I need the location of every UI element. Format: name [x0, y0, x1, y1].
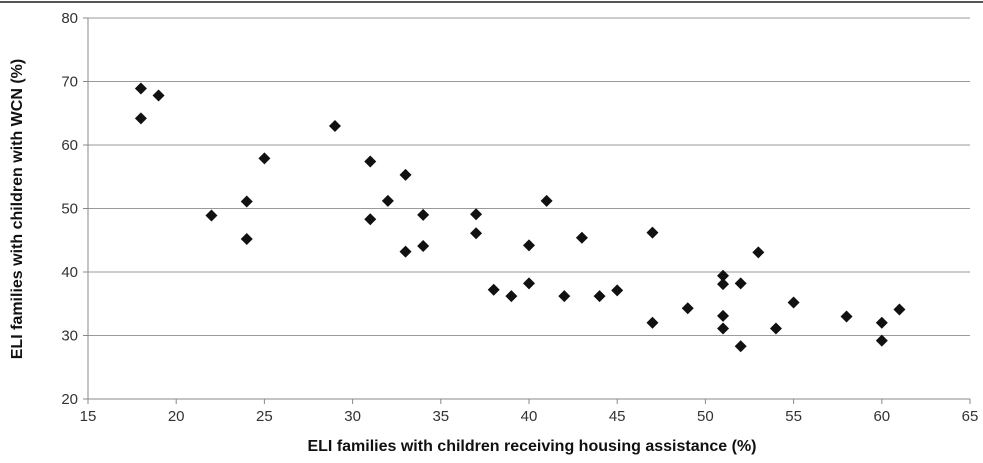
data-point [505, 290, 518, 303]
data-point [152, 89, 165, 102]
y-tick-label: 80 [61, 10, 78, 27]
data-point [769, 322, 782, 335]
data-point [734, 340, 747, 353]
data-point [593, 290, 606, 303]
x-tick-label: 55 [785, 408, 802, 425]
data-point [381, 194, 394, 207]
data-point [258, 152, 271, 165]
data-point [364, 213, 377, 226]
y-axis-title: ELI families with children with WCN (%) [9, 59, 26, 359]
data-point [134, 112, 147, 125]
data-point [875, 334, 888, 347]
data-point [611, 284, 624, 297]
data-point [417, 239, 430, 252]
y-tick-label: 70 [61, 74, 78, 91]
x-axis-title: ELI families with children receiving hou… [307, 438, 756, 455]
data-point [540, 194, 553, 207]
data-point [717, 322, 730, 335]
data-point [840, 310, 853, 323]
data-point [417, 208, 430, 221]
data-point [328, 119, 341, 132]
y-tick-label: 30 [61, 328, 78, 345]
data-point [646, 316, 659, 329]
data-point [470, 208, 483, 221]
x-tick-label: 30 [344, 408, 361, 425]
data-point [470, 227, 483, 240]
data-point [681, 302, 694, 315]
data-point [752, 246, 765, 259]
x-tick-label: 15 [80, 408, 97, 425]
data-point [240, 232, 253, 245]
data-point [875, 316, 888, 329]
data-point [734, 277, 747, 290]
x-tick-label: 50 [697, 408, 714, 425]
y-tick-label: 60 [61, 137, 78, 154]
data-point [717, 278, 730, 291]
data-point [575, 231, 588, 244]
y-tick-label: 20 [61, 391, 78, 408]
y-tick-label: 50 [61, 201, 78, 218]
x-tick-label: 40 [521, 408, 538, 425]
x-tick-label: 45 [609, 408, 626, 425]
data-point [893, 303, 906, 316]
data-point [364, 155, 377, 168]
data-point [558, 290, 571, 303]
x-tick-label: 60 [873, 408, 890, 425]
data-points [134, 82, 906, 353]
data-point [240, 195, 253, 208]
gridlines [88, 17, 970, 336]
data-point [399, 245, 412, 258]
x-tick-label: 25 [256, 408, 273, 425]
x-tick-label: 35 [432, 408, 449, 425]
x-tick-label: 20 [168, 408, 185, 425]
axes [83, 17, 971, 404]
data-point [787, 296, 800, 309]
data-point [523, 277, 535, 290]
data-point [487, 283, 500, 296]
data-point [717, 269, 730, 282]
data-point [646, 226, 659, 239]
data-point [205, 209, 218, 222]
x-tick-label: 65 [962, 408, 979, 425]
data-point [399, 168, 412, 181]
data-point [717, 309, 730, 322]
y-tick-label: 40 [61, 264, 78, 281]
data-point [523, 239, 535, 252]
data-point [134, 82, 147, 95]
